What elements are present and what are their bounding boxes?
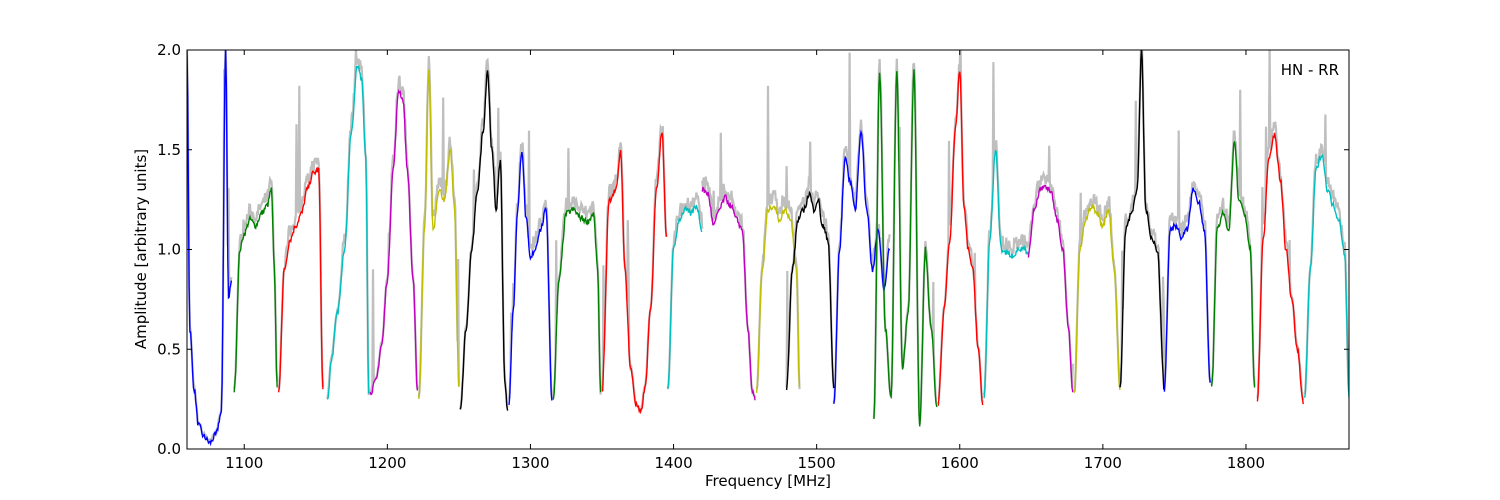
series-line-18 (983, 149, 1030, 399)
series-line-14 (785, 190, 835, 391)
raw-spectrum-trace (785, 141, 835, 390)
series-line-5 (369, 88, 419, 396)
raw-spectrum-trace (277, 85, 324, 390)
series-line-11 (667, 204, 703, 389)
x-tick-label: 1200 (368, 454, 406, 472)
x-axis-ticks: 1100 1200 1300 1400 1500 1600 1700 1800 (225, 50, 1265, 472)
raw-spectrum-trace (666, 192, 704, 390)
series-line-25 (1303, 153, 1349, 398)
raw-spectrum-trace (1118, 50, 1166, 390)
x-tick-label: 1600 (941, 454, 979, 472)
series-line-13 (755, 205, 801, 393)
series-line-3 (277, 166, 324, 393)
series-line-19 (1027, 184, 1074, 393)
series-layer (187, 50, 1349, 447)
baseline-annotation: HN - RR (1281, 61, 1339, 79)
series-line-7 (459, 70, 509, 411)
x-tick-label: 1400 (654, 454, 692, 472)
series-line-8 (508, 151, 553, 405)
series-line-2 (233, 187, 278, 393)
y-tick-label: 2.0 (157, 41, 181, 59)
y-tick-label: 1.5 (157, 141, 181, 159)
series-line-23 (1210, 141, 1256, 388)
y-tick-label: 0.5 (157, 340, 181, 358)
series-line-4 (326, 64, 370, 400)
x-tick-label: 1500 (798, 454, 836, 472)
series-line-9 (552, 205, 602, 400)
y-axis-ticks: 0.0 0.5 1.0 1.5 2.0 (157, 41, 1349, 458)
x-tick-label: 1100 (225, 454, 263, 472)
series-line-21 (1119, 50, 1166, 391)
series-line-20 (1073, 204, 1121, 393)
raw-spectrum-layer (187, 50, 1349, 443)
raw-spectrum-trace (459, 57, 509, 410)
raw-spectrum-trace (701, 132, 757, 399)
series-line-22 (1163, 187, 1211, 392)
raw-spectrum-trace (552, 148, 602, 396)
x-axis-label: Frequency [MHz] (705, 472, 831, 490)
series-line-15 (833, 129, 891, 404)
y-axis-label: Amplitude [arbitrary units] (132, 149, 150, 349)
y-tick-label: 1.0 (157, 241, 181, 259)
raw-spectrum-trace (233, 175, 279, 390)
series-line-16 (873, 69, 938, 427)
raw-spectrum-trace (1073, 192, 1122, 392)
x-tick-label: 1800 (1227, 454, 1265, 472)
y-tick-label: 0.0 (157, 440, 181, 458)
x-tick-label: 1700 (1084, 454, 1122, 472)
series-line-1 (187, 50, 233, 447)
series-line-10 (601, 132, 668, 415)
raw-spectrum-trace (1027, 145, 1074, 388)
x-tick-label: 1300 (511, 454, 549, 472)
series-line-6 (418, 69, 460, 400)
raw-spectrum-trace (1163, 130, 1212, 390)
series-line-24 (1256, 132, 1304, 405)
series-line-12 (701, 186, 756, 401)
raw-spectrum-trace (600, 123, 668, 414)
series-line-17 (937, 71, 984, 406)
